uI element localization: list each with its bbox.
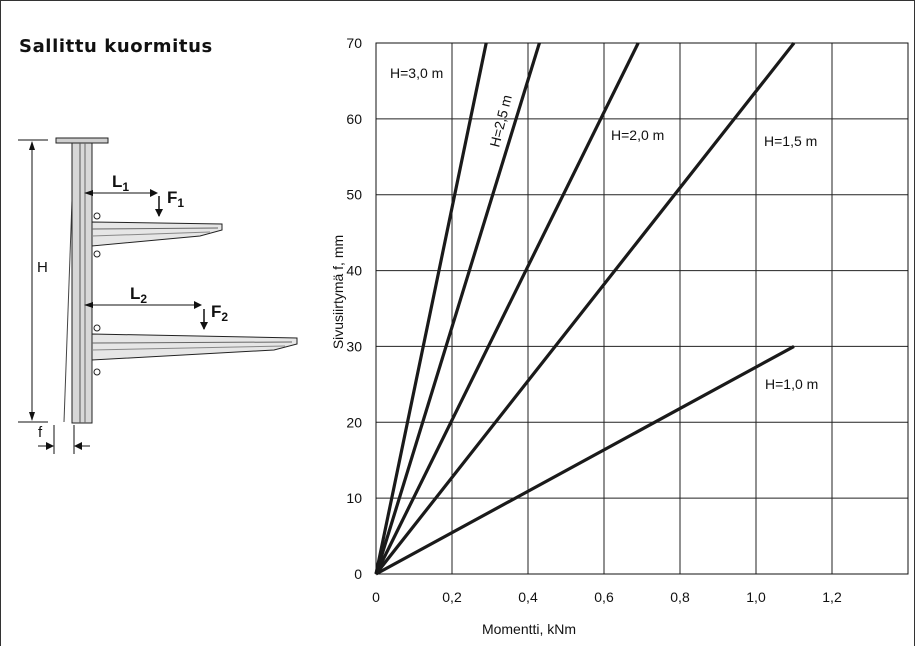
arm-1-length-label: L1 bbox=[112, 172, 129, 194]
x-tick-label: 0 bbox=[372, 589, 380, 605]
x-tick-label: 0,4 bbox=[518, 589, 538, 605]
arm-1-force-label: F1 bbox=[167, 188, 184, 210]
y-tick-label: 10 bbox=[346, 490, 362, 506]
arm-1-edge bbox=[91, 227, 219, 230]
x-tick-label: 0,8 bbox=[670, 589, 690, 605]
x-tick-label: 1,2 bbox=[822, 589, 842, 605]
series-line bbox=[375, 345, 795, 576]
x-tick-label: 0,2 bbox=[442, 589, 462, 605]
y-axis-label: Sivusiirtymä f, mm bbox=[330, 235, 346, 349]
x-tick-label: 0,6 bbox=[594, 589, 614, 605]
series-line bbox=[374, 42, 640, 575]
plot-border bbox=[375, 42, 909, 575]
tick-layer: 0 0,2 0,4 0,6 0,8 1,0 1,2 0 10 20 30 40 50 60 70 bbox=[346, 35, 842, 605]
y-tick-label: 40 bbox=[346, 263, 362, 279]
y-tick-label: 0 bbox=[354, 566, 362, 582]
y-tick-label: 60 bbox=[346, 111, 362, 127]
y-tick-label: 50 bbox=[346, 187, 362, 203]
deflection-label: f bbox=[38, 424, 43, 441]
y-tick-label: 20 bbox=[346, 414, 362, 430]
series-label: H=1,0 m bbox=[765, 376, 818, 392]
height-arrow-bottom bbox=[29, 412, 35, 421]
series-layer: H=3,0 mH=2,5 m H=2,0 m H=1,5 mH=1,0 m bbox=[374, 42, 818, 576]
arm-1-edge-2 bbox=[91, 231, 211, 237]
series-label: H=2,0 m bbox=[611, 127, 664, 143]
y-tick-label: 30 bbox=[346, 338, 362, 354]
series-line bbox=[374, 42, 541, 575]
arm-2-length-arrow-start bbox=[84, 302, 93, 308]
arm-2-bolt-bottom bbox=[93, 368, 101, 376]
post-column bbox=[71, 142, 93, 424]
series-label: H=3,0 m bbox=[390, 65, 443, 81]
series-line bbox=[374, 42, 488, 575]
arm-1-bolt-bottom bbox=[93, 250, 101, 258]
x-axis-label: Momentti, kNm bbox=[482, 621, 576, 637]
series-label: H=1,5 m bbox=[764, 133, 817, 149]
grid-layer bbox=[376, 43, 908, 574]
series-line bbox=[374, 42, 796, 575]
height-arrow-top bbox=[29, 141, 35, 150]
arm-2-edge bbox=[91, 341, 293, 344]
arm-2-force-label: F2 bbox=[211, 302, 228, 324]
arm-2-bolt-top bbox=[93, 324, 101, 332]
page-title: Sallittu kuormitus bbox=[19, 36, 213, 57]
x-tick-label: 1,0 bbox=[746, 589, 766, 605]
y-tick-label: 70 bbox=[346, 35, 362, 51]
cantilever-diagram: H L1 F1 L2 F2 f bbox=[18, 137, 298, 454]
arm-1-length-arrow-start bbox=[84, 190, 93, 196]
cantilever-arm-2 bbox=[91, 333, 298, 361]
arm-2-length-label: L2 bbox=[130, 284, 147, 306]
arm-2-edge-2 bbox=[91, 345, 286, 351]
arm-1-bolt-top bbox=[93, 212, 101, 220]
height-label: H bbox=[37, 259, 48, 276]
